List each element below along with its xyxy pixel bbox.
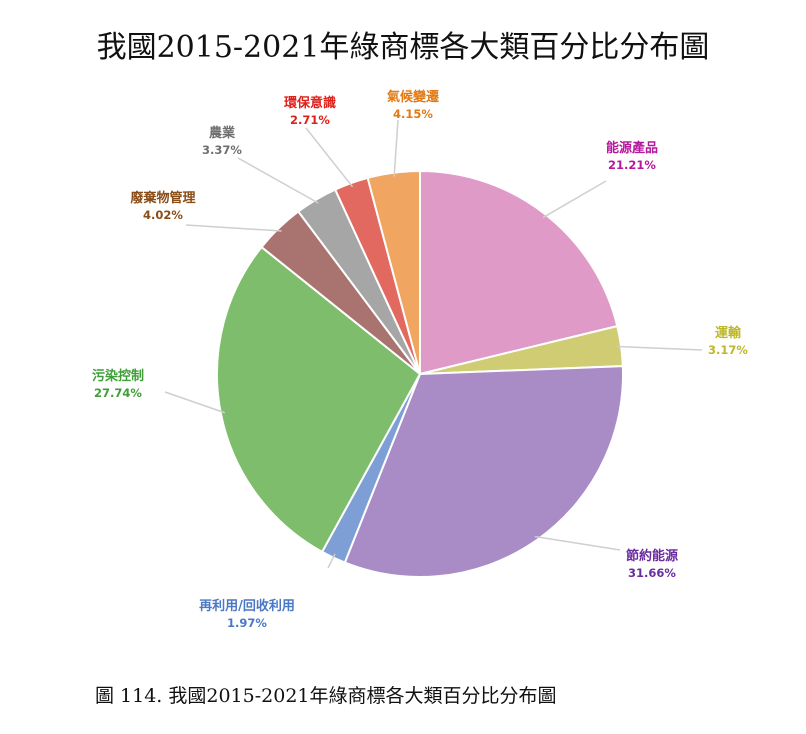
slice-label-6: 廢棄物管理 — [130, 190, 195, 206]
leader-line-2 — [617, 345, 703, 351]
pie-slice-1 — [419, 169, 619, 376]
slice-value-9: 4.15% — [393, 107, 433, 121]
slice-label-8: 環保意識 — [284, 95, 336, 111]
slice-label-4: 再利用/回收利用 — [199, 598, 295, 614]
slice-label-1: 能源產品 — [606, 140, 658, 156]
pie-chart: 能源產品 21.21% 運輸 3.17% 節約能源 31.66% 再利用/回收利用 1.97%… — [92, 89, 748, 630]
slice-label-9: 氣候變遷 — [387, 89, 439, 105]
slice-value-7: 3.37% — [202, 143, 242, 157]
slice-value-6: 4.02% — [143, 208, 183, 222]
slice-label-2: 運輸 — [715, 325, 742, 341]
chart-title: 我國2015-2021年綠商標各大類百分比分布圖 — [96, 30, 710, 65]
slice-value-5: 27.74% — [94, 386, 142, 400]
pie-slice-3 — [343, 365, 624, 578]
leader-line-5 — [164, 391, 226, 414]
leader-line-8 — [305, 127, 354, 188]
leader-line-3 — [534, 535, 621, 551]
slice-label-5: 污染控制 — [92, 368, 144, 384]
slice-value-3: 31.66% — [628, 566, 676, 580]
pie-slice-5 — [216, 245, 422, 554]
slice-value-1: 21.21% — [608, 158, 656, 172]
slice-label-3: 節約能源 — [626, 548, 678, 564]
slice-value-8: 2.71% — [290, 113, 330, 127]
figure-caption: 圖 114. 我國2015-2021年綠商標各大類百分比分布圖 — [95, 685, 557, 707]
leader-line-1 — [542, 180, 607, 219]
slice-label-7: 農業 — [209, 125, 236, 141]
pie-slice-9 — [366, 169, 421, 375]
leader-line-4 — [327, 553, 336, 569]
leader-line-9 — [393, 119, 399, 177]
leader-line-6 — [185, 224, 282, 232]
slice-value-2: 3.17% — [708, 343, 748, 357]
slice-value-4: 1.97% — [227, 616, 267, 630]
leader-line-7 — [237, 157, 319, 204]
